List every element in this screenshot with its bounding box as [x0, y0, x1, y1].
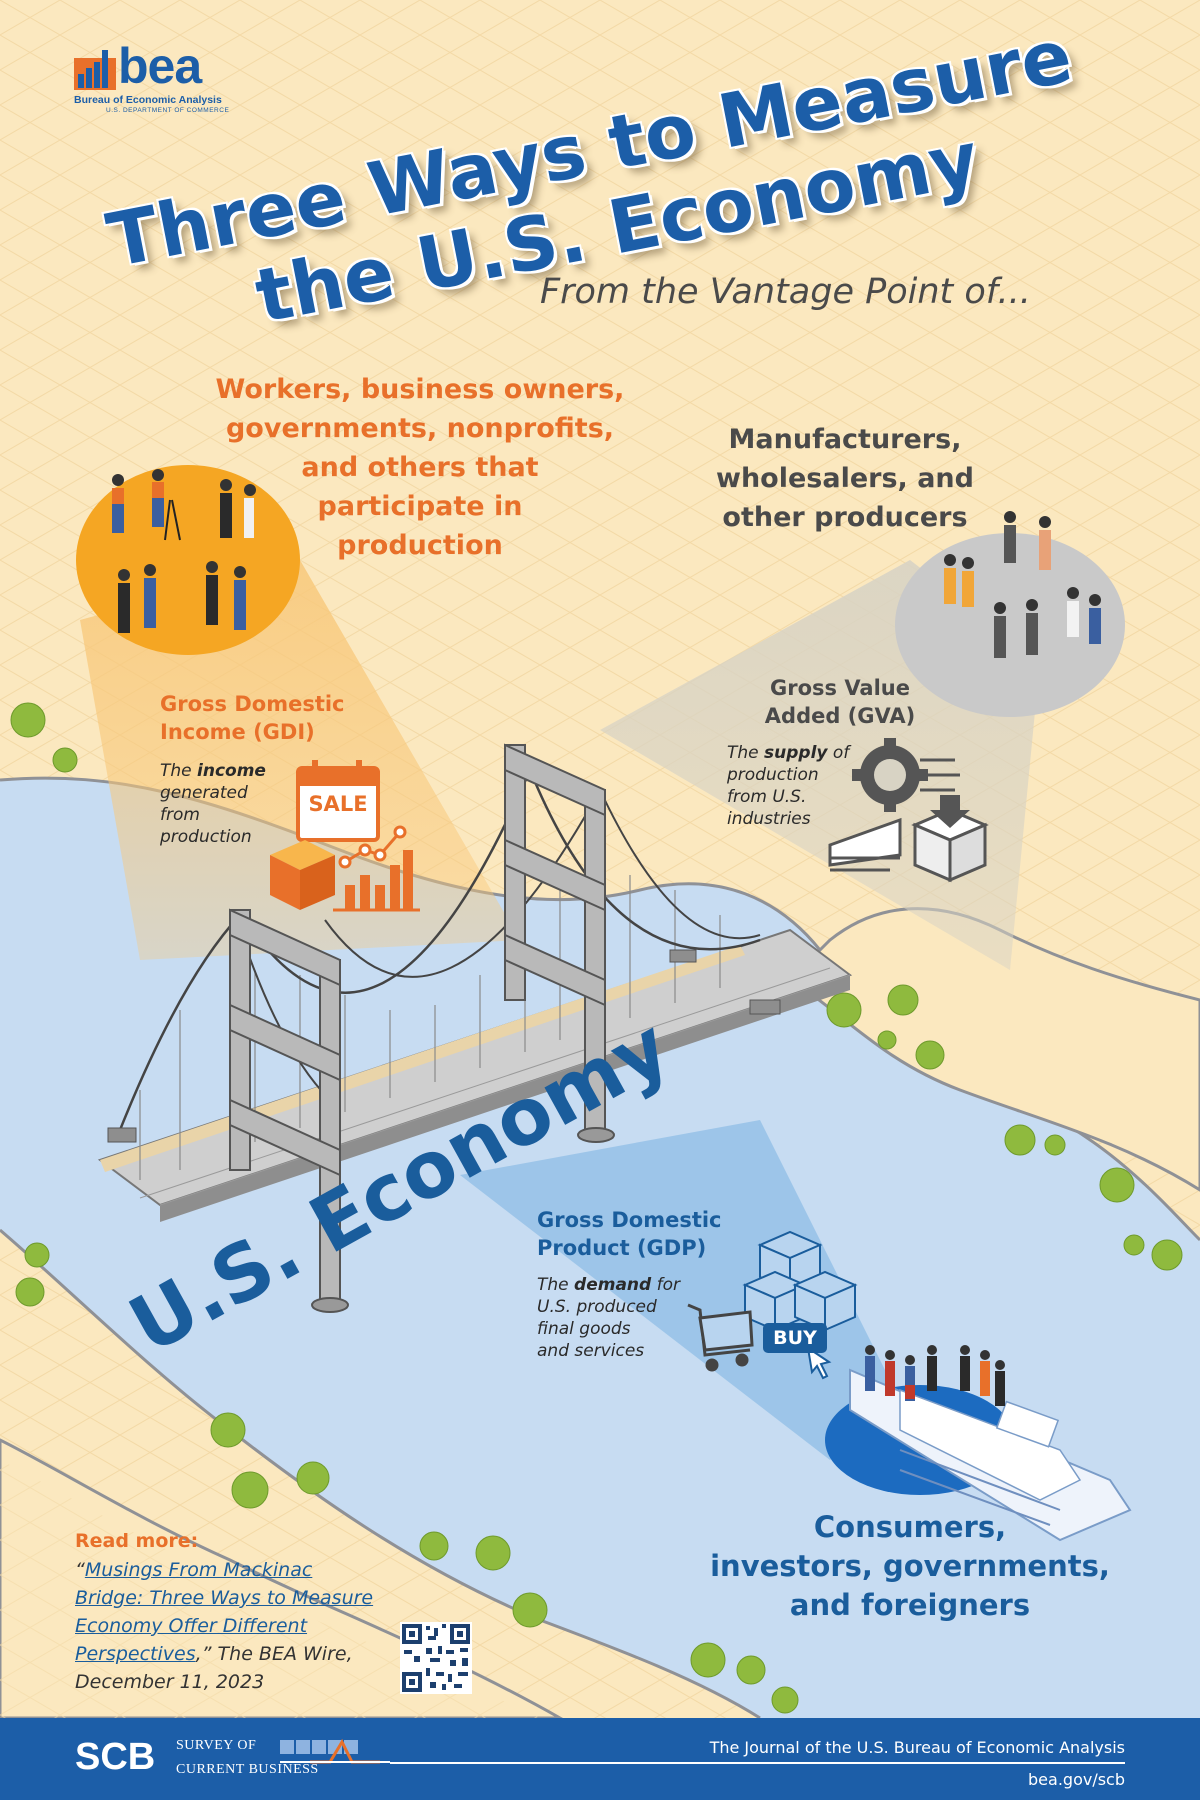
- gdp-desc-text: The: [537, 1275, 575, 1295]
- read-more-citation: “Musings From Mackinac Bridge: Three Way…: [75, 1556, 435, 1696]
- gdp-title-line: Gross Domestic: [537, 1208, 722, 1232]
- read-more-date: December 11, 2023: [75, 1671, 265, 1693]
- rising-bar-chart-icon: [333, 825, 420, 912]
- gdp-measure-title: Gross Domestic Product (GDP): [537, 1206, 722, 1262]
- income-audience-line: participate in: [317, 491, 523, 522]
- bridge: [97, 743, 853, 1313]
- read-more-section: Read more: “Musings From Mackinac Bridge…: [75, 1530, 435, 1696]
- gdp-desc-text: for: [651, 1275, 680, 1295]
- cruise-ship-illustration: [849, 1345, 1132, 1542]
- gva-title-line: Gross Value: [770, 676, 910, 700]
- read-more-quote: “: [75, 1559, 85, 1581]
- footer-url[interactable]: bea.gov/scb: [1028, 1770, 1125, 1789]
- article-link[interactable]: Economy Offer Different: [75, 1615, 308, 1637]
- open-box-icon: [911, 795, 989, 883]
- gva-desc-line: industries: [727, 809, 811, 829]
- consumers-audience-line: investors, governments,: [710, 1549, 1110, 1583]
- income-audience-line: production: [337, 530, 503, 561]
- gear-icon: [852, 738, 960, 812]
- gdi-title-line: Income (GDI): [160, 720, 315, 744]
- article-link[interactable]: Musings From Mackinac: [84, 1559, 313, 1581]
- footer-rule: [390, 1762, 1125, 1764]
- gva-title-line: Added (GVA): [764, 704, 916, 728]
- gdp-desc-line: final goods: [537, 1319, 631, 1339]
- gdi-desc-line: from: [160, 805, 200, 825]
- gva-desc-text: of: [827, 743, 850, 763]
- gdp-cone: [460, 1120, 910, 1460]
- gdi-desc-text: The: [160, 761, 198, 781]
- gdi-desc-line: generated: [160, 783, 248, 803]
- page-subtitle: From the Vantage Point of...: [540, 272, 1031, 312]
- bridge-tower-left: [229, 908, 349, 1313]
- consumers-audience-line: and foreigners: [789, 1588, 1031, 1622]
- scb-name: SURVEY OF CURRENT BUSINESS: [176, 1734, 319, 1782]
- bridge-tower-right: [504, 743, 615, 1143]
- producers-audience-line: other producers: [722, 502, 968, 533]
- shopping-cart-icon: [687, 1303, 754, 1372]
- producers-group-illustration: [944, 511, 1101, 658]
- income-audience-line: and others that: [301, 452, 539, 483]
- article-link[interactable]: Perspectives: [75, 1643, 196, 1665]
- gva-desc-line: production: [727, 765, 819, 785]
- income-audience-line: Workers, business owners,: [215, 374, 625, 405]
- footer-bar: SCB SURVEY OF CURRENT BUSINESS The Journ…: [0, 1718, 1200, 1800]
- bea-agency-name: Bureau of Economic Analysis: [74, 94, 222, 106]
- gva-desc-text: The: [727, 743, 765, 763]
- footer-tagline: The Journal of the U.S. Bureau of Econom…: [709, 1738, 1125, 1757]
- consumers-audience-heading: Consumers, investors, governments, and f…: [690, 1508, 1130, 1625]
- sale-sign-label: SALE: [308, 792, 368, 816]
- blueprint-ruler-icon: [828, 817, 902, 872]
- scb-name-line: CURRENT BUSINESS: [176, 1762, 319, 1777]
- gdp-desc-line: U.S. produced: [537, 1297, 657, 1317]
- consumers-audience-line: Consumers,: [813, 1510, 1007, 1544]
- producers-audience-line: wholesalers, and: [716, 463, 974, 494]
- producers-audience-heading: Manufacturers, wholesalers, and other pr…: [680, 420, 1010, 537]
- read-more-source: ,” The BEA Wire,: [195, 1643, 353, 1665]
- calendar-icon: [296, 760, 380, 842]
- gdi-desc-line: production: [160, 827, 252, 847]
- stacked-boxes-icon: [742, 1230, 858, 1332]
- gdp-desc-line: and services: [537, 1341, 645, 1361]
- gdp-description: The demand for U.S. produced final goods…: [537, 1274, 680, 1362]
- income-audience-line: governments, nonprofits,: [225, 413, 615, 444]
- scb-wordmark: SCB: [75, 1736, 156, 1778]
- workers-group-illustration: [112, 469, 256, 633]
- gdi-desc-emphasis: income: [197, 761, 266, 781]
- gdi-description: The income generated from production: [160, 760, 266, 848]
- article-link[interactable]: Bridge: Three Ways to Measure: [75, 1587, 374, 1609]
- buy-button[interactable]: BUY: [763, 1323, 827, 1353]
- producers-audience-line: Manufacturers,: [728, 424, 962, 455]
- read-more-label: Read more:: [75, 1530, 199, 1552]
- gva-desc-emphasis: supply: [764, 743, 828, 763]
- gva-desc-line: from U.S.: [727, 787, 807, 807]
- gva-description: The supply of production from U.S. indus…: [727, 742, 849, 830]
- bridge-label: U.S. Economy: [116, 1002, 685, 1372]
- scb-chart-mark-icon: [280, 1738, 390, 1764]
- income-audience-heading: Workers, business owners, governments, n…: [180, 370, 660, 565]
- qr-code-icon[interactable]: [400, 1622, 472, 1694]
- bea-department-name: U.S. DEPARTMENT OF COMMERCE: [106, 107, 230, 114]
- bea-logo-wordmark: bea: [118, 38, 202, 94]
- gdi-title-line: Gross Domestic: [160, 692, 345, 716]
- scb-name-line: SURVEY OF: [176, 1738, 257, 1753]
- bea-logo-mark-icon: [74, 50, 116, 90]
- gdi-measure-title: Gross Domestic Income (GDI): [160, 690, 345, 746]
- gva-measure-title: Gross Value Added (GVA): [745, 674, 935, 730]
- gdp-title-line: Product (GDP): [537, 1236, 707, 1260]
- bea-logo[interactable]: bea Bureau of Economic Analysis U.S. DEP…: [74, 40, 274, 116]
- gdp-desc-emphasis: demand: [574, 1275, 652, 1295]
- cursor-hand-icon: [806, 1345, 832, 1380]
- cardboard-box-icon: [270, 840, 335, 910]
- trees: [10, 702, 1183, 1714]
